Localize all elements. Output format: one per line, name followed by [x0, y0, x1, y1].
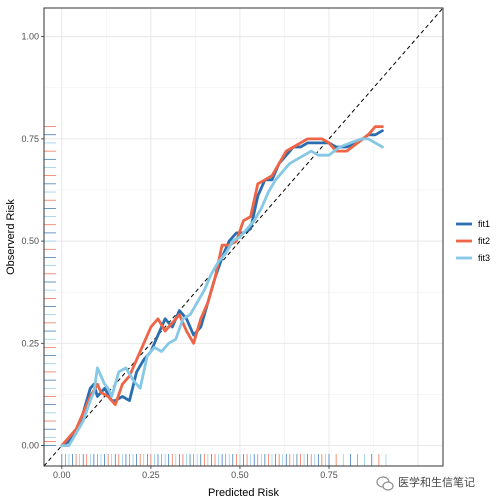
- x-tick-label: 0.75: [320, 470, 338, 480]
- watermark: 医学和生信笔记: [376, 475, 475, 491]
- watermark-text: 医学和生信笔记: [398, 475, 475, 489]
- y-tick-label: 1.00: [21, 32, 39, 42]
- x-axis-title: Predicted Risk: [208, 487, 279, 499]
- legend-label-fit2: fit2: [478, 236, 490, 246]
- y-tick-label: 0.25: [21, 338, 39, 348]
- series-line-fit2: [60, 125, 384, 448]
- series-line-fit3: [60, 137, 384, 448]
- rug-layer: [44, 126, 387, 466]
- x-tick-label: 0.00: [53, 470, 71, 480]
- plot-border: [43, 7, 444, 467]
- reference-diagonal-line: [43, 7, 444, 467]
- wechat-icon: [376, 476, 394, 491]
- legend: fit1 fit2 fit3: [456, 219, 490, 263]
- y-axis-title: Observerd Risk: [5, 199, 17, 275]
- legend-label-fit3: fit3: [478, 253, 490, 263]
- x-tick-label: 0.50: [231, 470, 249, 480]
- series-layer: [60, 125, 384, 448]
- axes: 0.00 0.25 0.50 0.75 0.00 0.25 0.50 0.75 1.00: [21, 32, 337, 480]
- reference-line-layer: [43, 7, 444, 467]
- legend-label-fit1: fit1: [478, 219, 490, 229]
- y-tick-label: 0.00: [21, 441, 39, 451]
- y-tick-label: 0.75: [21, 134, 39, 144]
- x-tick-label: 0.25: [142, 470, 160, 480]
- y-tick-label: 0.50: [21, 236, 39, 246]
